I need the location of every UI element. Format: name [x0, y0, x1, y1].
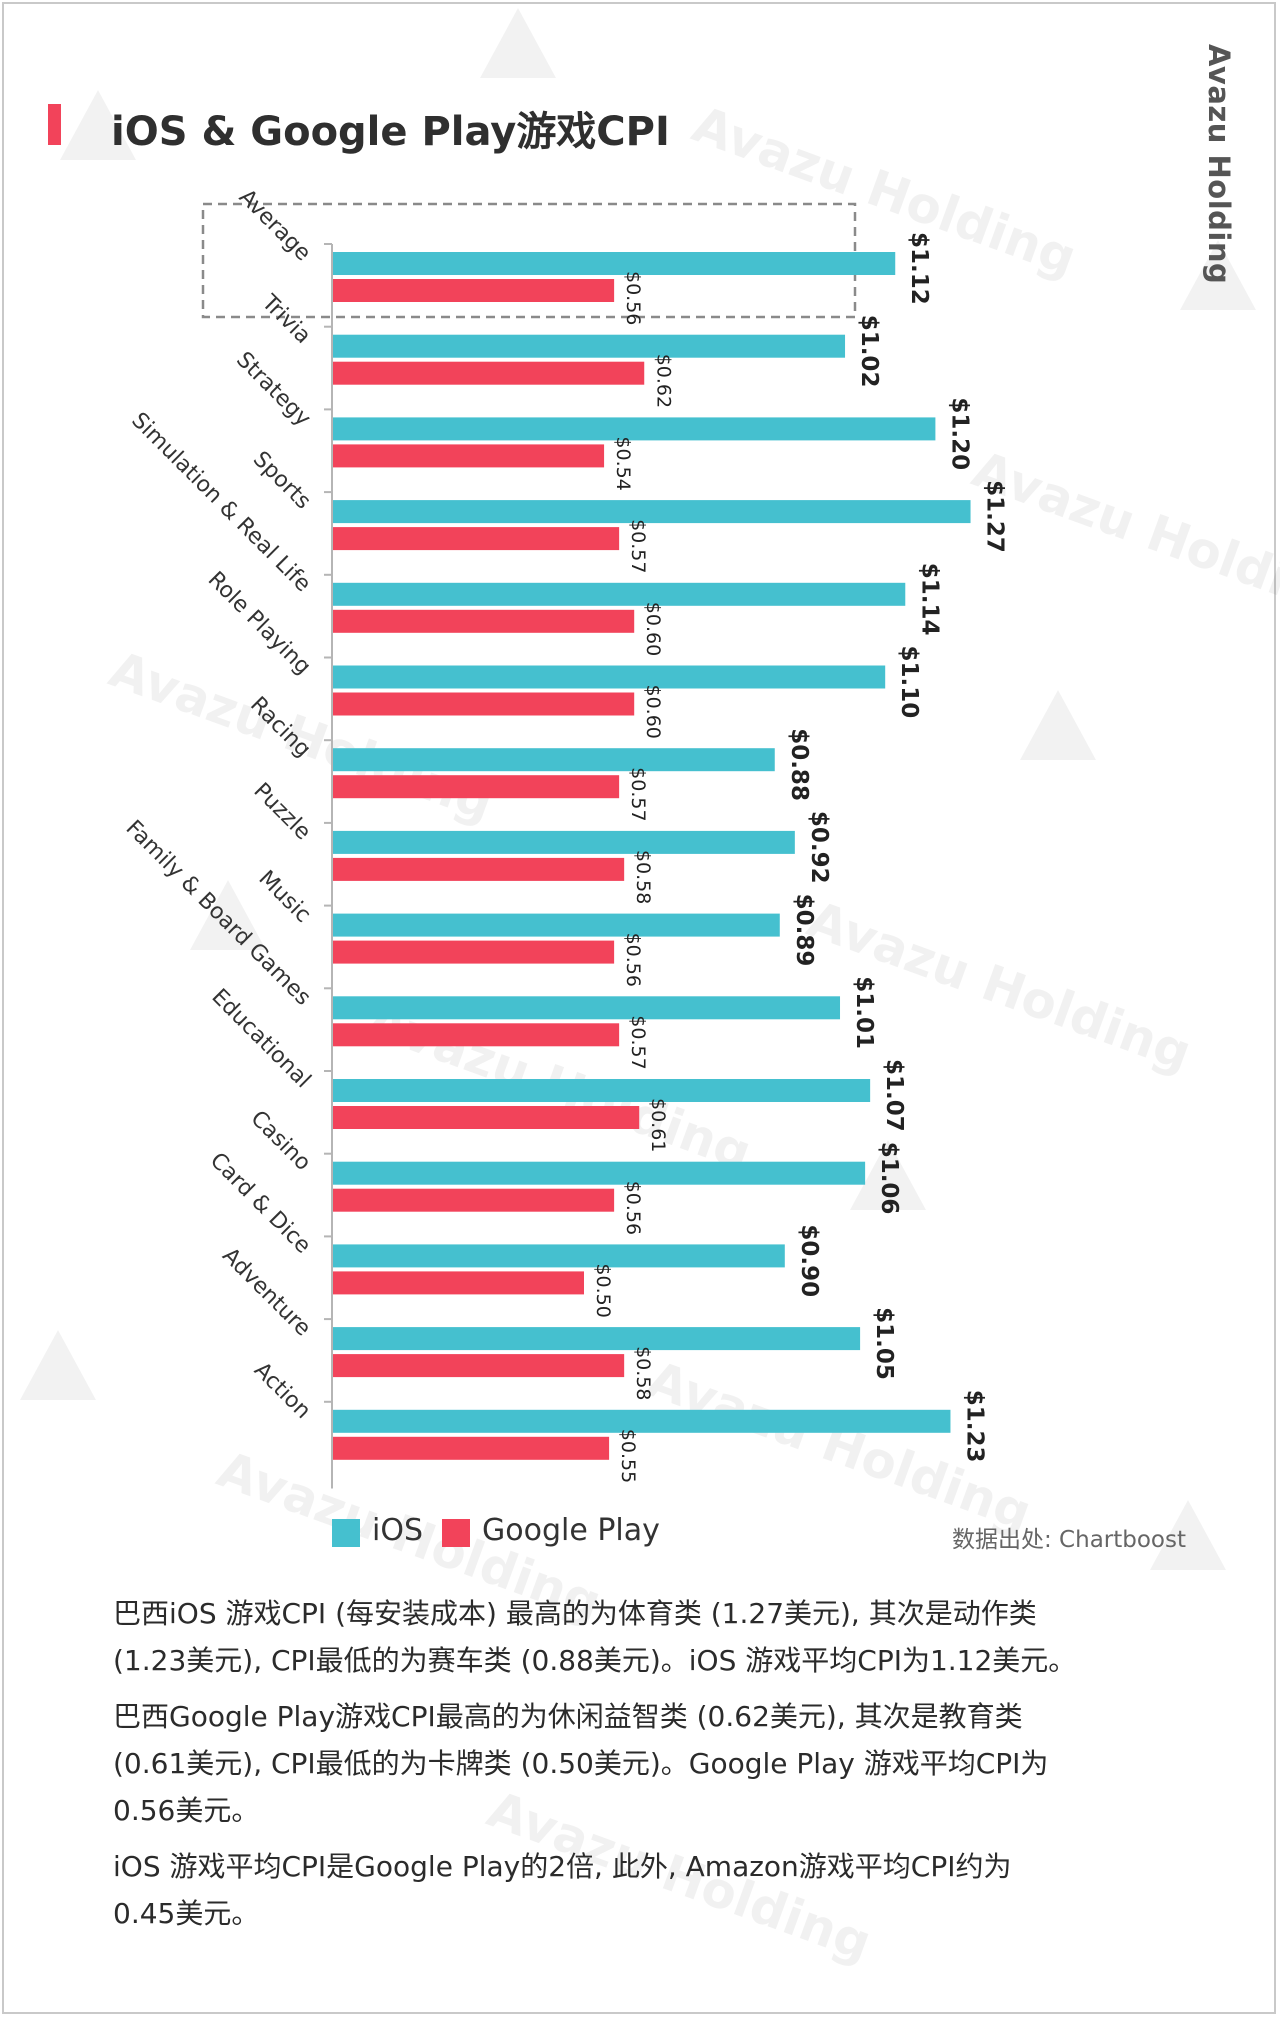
value-label-google-play: $0.60 [642, 685, 664, 739]
watermark-logo-icon [1180, 240, 1256, 310]
value-label-ios: $1.10 [896, 646, 922, 719]
bar-ios [333, 500, 971, 524]
bar-google-play [333, 609, 635, 633]
value-label-ios: $0.88 [786, 728, 812, 801]
value-label-ios: $1.27 [982, 480, 1008, 553]
value-label-ios: $1.05 [871, 1307, 897, 1380]
bar-google-play [333, 1023, 620, 1047]
bar-ios [333, 252, 896, 275]
bar-ios [333, 913, 780, 937]
watermark-logo-icon [1150, 1500, 1226, 1570]
note-paragraph: 巴西iOS 游戏CPI (每安装成本) 最高的为体育类 (1.27美元), 其次… [113, 1597, 1077, 1677]
bar-google-play [333, 1354, 625, 1378]
value-label-google-play: $0.61 [647, 1098, 669, 1152]
bar-google-play [333, 444, 605, 468]
bar-ios [333, 996, 841, 1020]
value-label-ios: $0.90 [796, 1224, 822, 1297]
bar-ios [333, 1409, 951, 1433]
value-label-google-play: $0.56 [622, 933, 644, 987]
bar-ios [333, 1327, 861, 1351]
category-label: Puzzle [249, 778, 316, 845]
legend-swatch-google-play [442, 1519, 470, 1547]
value-label-google-play: $0.56 [622, 1181, 644, 1235]
watermark-logo-icon [1020, 690, 1096, 760]
category-label: Strategy [231, 347, 315, 431]
value-label-google-play: $0.58 [632, 850, 654, 904]
data-source: 数据出处: Chartboost [952, 1527, 1187, 1553]
note-paragraph: 巴西Google Play游戏CPI最高的为休闲益智类 (0.62美元), 其次… [113, 1700, 1049, 1827]
watermark-logo-icon [480, 8, 556, 78]
value-label-ios: $0.92 [806, 811, 832, 884]
value-label-ios: $1.02 [856, 315, 882, 388]
bar-ios [333, 582, 906, 606]
bar-google-play [333, 1106, 640, 1129]
bar-google-play [333, 1271, 584, 1295]
bar-google-play [333, 940, 615, 964]
value-label-ios: $1.14 [916, 563, 942, 636]
bar-ios [333, 1079, 871, 1102]
watermark-logo-icon [60, 90, 136, 160]
value-label-google-play: $0.57 [627, 519, 649, 573]
legend-label-ios: iOS [372, 1513, 423, 1548]
bar-ios [333, 748, 775, 772]
bar-google-play [333, 279, 615, 302]
bar-ios [333, 1244, 785, 1268]
value-label-ios: $1.23 [961, 1390, 987, 1463]
value-label-ios: $1.01 [851, 976, 877, 1049]
category-label: Action [249, 1358, 315, 1424]
value-label-ios: $1.20 [946, 397, 972, 470]
category-label: Average [234, 185, 316, 267]
value-label-google-play: $0.56 [622, 271, 644, 325]
value-label-ios: $0.89 [791, 894, 817, 967]
category-label: Racing [245, 692, 315, 762]
bar-ios [333, 1161, 866, 1185]
value-label-ios: $1.12 [906, 232, 932, 305]
bar-ios [333, 830, 795, 854]
bar-google-play [333, 361, 645, 385]
legend-label-google-play: Google Play [482, 1513, 660, 1548]
value-label-google-play: $0.57 [627, 767, 649, 821]
note-paragraph: iOS 游戏平均CPI是Google Play的2倍, 此外, Amazon游戏… [113, 1850, 1012, 1930]
bar-google-play [333, 1436, 610, 1460]
value-label-google-play: $0.62 [652, 354, 674, 408]
bar-google-play [333, 527, 620, 551]
value-label-google-play: $0.54 [612, 436, 634, 490]
bar-chart: Average $1.12 $0.56 Trivia $1.02 $0.62 Strateg… [121, 185, 1008, 1489]
page-title: iOS & Google Play游戏CPI [111, 109, 670, 155]
bar-google-play [333, 857, 625, 881]
value-label-google-play: $0.58 [632, 1346, 654, 1400]
category-label: Casino [246, 1106, 316, 1176]
category-label: Trivia [256, 290, 315, 349]
value-label-google-play: $0.57 [627, 1015, 649, 1069]
watermark-logo-icon [190, 880, 266, 950]
legend-swatch-ios [332, 1519, 360, 1547]
analysis-notes: 巴西iOS 游戏CPI (每安装成本) 最高的为体育类 (1.27美元), 其次… [113, 1590, 1193, 1946]
bar-ios [333, 334, 846, 358]
value-label-google-play: $0.55 [617, 1429, 639, 1483]
value-label-google-play: $0.60 [642, 602, 664, 656]
bar-google-play [333, 692, 635, 716]
bar-google-play [333, 1188, 615, 1212]
value-label-ios: $1.07 [881, 1059, 907, 1132]
category-label: Music [253, 866, 315, 928]
value-label-google-play: $0.50 [592, 1263, 614, 1317]
bar-ios [333, 665, 886, 689]
title-accent-bar [48, 104, 61, 145]
category-label: Adventure [217, 1243, 315, 1341]
category-label: Sports [248, 447, 316, 515]
bar-ios [333, 417, 936, 441]
bar-google-play [333, 775, 620, 799]
value-label-ios: $1.06 [876, 1142, 902, 1215]
watermark-logo-icon [20, 1330, 96, 1400]
